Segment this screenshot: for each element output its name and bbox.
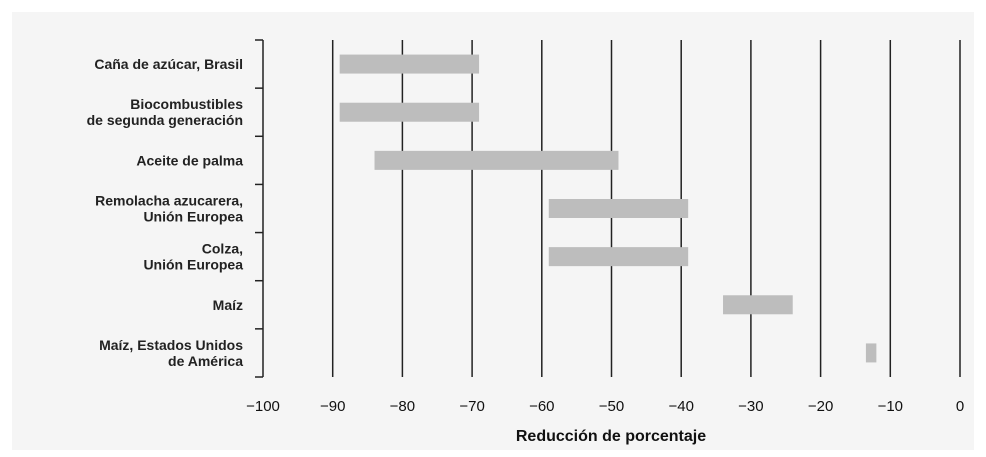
category-label-4-line-0: Colza, [202, 241, 243, 257]
x-tick-label-7: −30 [738, 398, 763, 415]
bar-5 [723, 295, 793, 315]
x-tick-label-9: −10 [878, 398, 903, 415]
category-label-3-line-0: Remolacha azucarera, [95, 193, 243, 209]
category-label-3: Remolacha azucarera, Unión Europea [95, 193, 243, 225]
x-axis-label: Reducción de porcentaje [516, 428, 706, 445]
x-tick-label-3: −70 [459, 398, 484, 415]
x-tick-label-6: −40 [668, 398, 693, 415]
bar-1 [339, 102, 480, 122]
x-tick-label-10: 0 [956, 398, 964, 415]
category-label-4-line-1: Unión Europea [143, 257, 243, 273]
category-label-1-line-0: Biocombustibles [130, 96, 243, 112]
bar-0 [339, 54, 480, 74]
x-tick-label-4: −60 [529, 398, 554, 415]
bar-4 [548, 247, 689, 267]
category-label-6-line-0: Maíz, Estados Unidos [99, 337, 243, 353]
category-label-5-line-0: Maíz [213, 297, 243, 313]
category-label-0-line-0: Caña de azúcar, Brasil [94, 56, 243, 72]
category-label-5: Maíz [213, 297, 243, 313]
category-label-4: Colza, Unión Europea [143, 241, 243, 273]
x-tick-label-1: −90 [320, 398, 345, 415]
category-label-0: Caña de azúcar, Brasil [94, 56, 243, 72]
category-label-3-line-1: Unión Europea [143, 209, 243, 225]
category-label-6: Maíz, Estados Unidos de América [99, 337, 243, 369]
bar-6 [865, 343, 877, 363]
bar-2 [374, 150, 619, 170]
x-tick-label-8: −20 [808, 398, 833, 415]
category-label-2: Aceite de palma [136, 152, 243, 168]
x-tick-label-2: −80 [390, 398, 415, 415]
x-tick-label-0: −100 [246, 398, 280, 415]
x-tick-label-5: −50 [599, 398, 624, 415]
category-label-6-line-1: de América [168, 353, 243, 369]
category-label-1-line-1: de segunda generación [87, 112, 243, 128]
bar-3 [548, 199, 689, 218]
chart-background [12, 12, 974, 450]
category-label-1: Biocombustibles de segunda generación [87, 96, 244, 128]
category-label-2-line-0: Aceite de palma [136, 152, 243, 168]
